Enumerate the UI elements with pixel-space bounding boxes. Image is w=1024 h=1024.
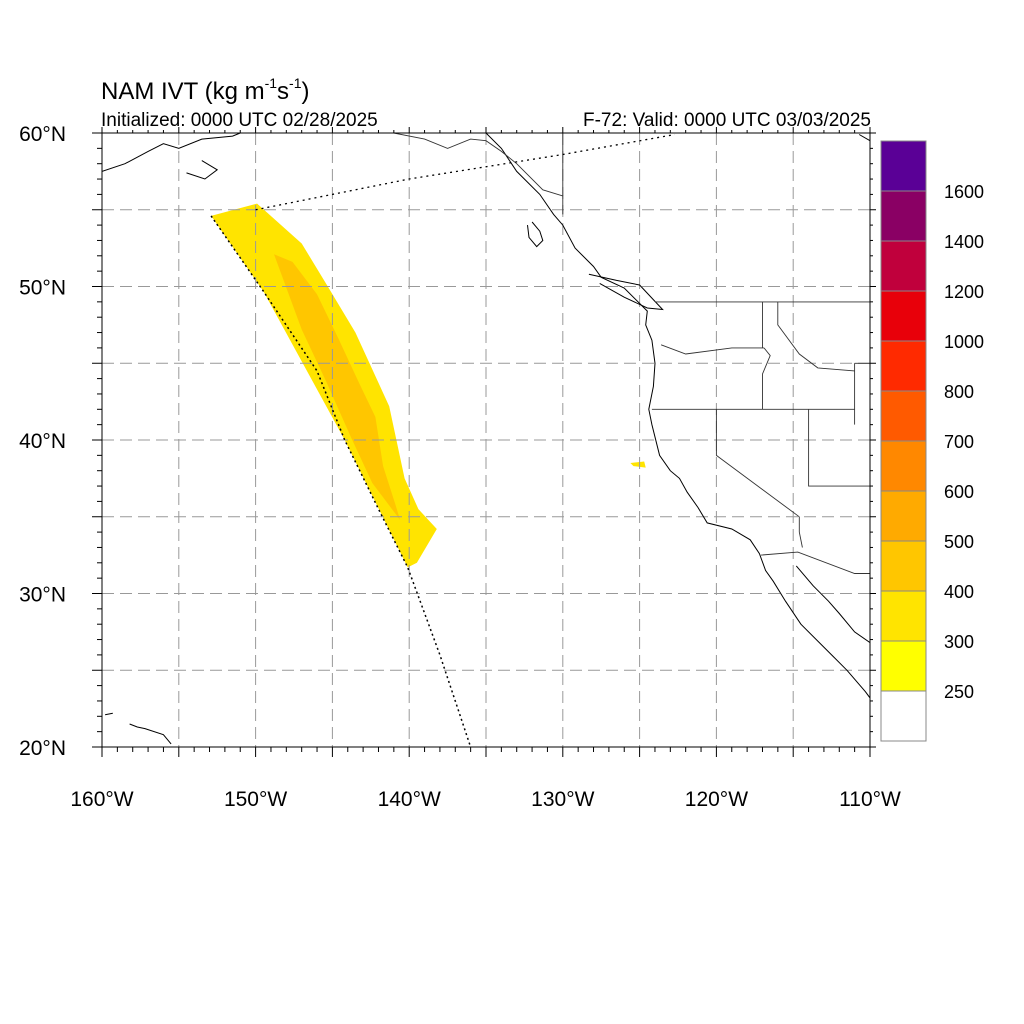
- lon-tick-label: 130°W: [531, 788, 594, 811]
- colorbar-label: 600: [944, 482, 974, 502]
- axis-labels: 160°W 150°W 140°W 130°W 120°W 110°W 60°N 50°N 40…: [19, 123, 901, 811]
- colorbar-swatch: [880, 240, 927, 292]
- coastline-gulf: [795, 565, 870, 644]
- colorbar-label: 1000: [944, 332, 984, 352]
- title-exponent-2: -1: [289, 75, 302, 91]
- colorbar-label: 1200: [944, 282, 984, 302]
- colorbar-label: 800: [944, 382, 974, 402]
- state-boundary: [777, 301, 855, 372]
- colorbar-label: 300: [944, 632, 974, 652]
- coastline-hawaii: [104, 712, 113, 716]
- colorbar-swatch: [880, 440, 927, 492]
- colorbar-swatch: [880, 290, 927, 342]
- lat-tick-label: 60°N: [19, 123, 66, 146]
- lon-tick-label: 110°W: [839, 788, 901, 811]
- colorbar-label: 1400: [944, 232, 984, 252]
- colorbar-swatch: [880, 340, 927, 392]
- colorbar-swatch: [880, 390, 927, 442]
- lat-tick-label: 30°N: [19, 584, 66, 607]
- coastline-kodiak: [186, 160, 219, 180]
- map-outlines: [102, 133, 870, 747]
- lat-tick-label: 40°N: [19, 430, 66, 453]
- colorbar-label: 250: [944, 682, 974, 702]
- coastline-ne: [858, 134, 870, 142]
- domain-edge-dotted: [255, 133, 676, 211]
- lon-tick-label: 120°W: [685, 788, 748, 811]
- lat-tick-label: 50°N: [19, 277, 66, 300]
- coastline-bc: [527, 221, 544, 248]
- coastline-hawaii2: [129, 723, 172, 745]
- state-boundary: [715, 409, 800, 518]
- colorbar-swatch: [880, 140, 927, 192]
- state-boundary: [798, 516, 803, 548]
- state-boundary: [808, 409, 870, 487]
- coastline-vi: [588, 273, 664, 311]
- ivt-plume-outer: [211, 203, 437, 568]
- axis-ticks: [92, 127, 876, 757]
- colorbar-label: 500: [944, 532, 974, 552]
- ivt-fill-layer: [211, 203, 646, 568]
- colorbar-swatch: [880, 640, 927, 692]
- lon-tick-label: 160°W: [70, 788, 133, 811]
- colorbar: 1600 1400 1200 1000 800 700 600 500 400 300 250: [880, 140, 984, 742]
- map-title: NAM IVT (kg m-1s-1): [101, 70, 309, 107]
- plume-edge-dotted: [210, 215, 472, 747]
- title-prefix: NAM IVT (kg m: [101, 78, 265, 105]
- coastline-ak: [102, 133, 241, 172]
- coastline: [485, 133, 870, 699]
- colorbar-swatch: [880, 490, 927, 542]
- colorbar-swatch: [880, 190, 927, 242]
- state-boundary: [393, 133, 564, 215]
- lat-tick-label: 20°N: [19, 737, 66, 760]
- colorbar-swatch: [880, 590, 927, 642]
- state-boundary: [762, 347, 771, 410]
- colorbar-swatch: [880, 540, 927, 592]
- title-suffix: ): [301, 78, 310, 105]
- ivt-blob: [630, 461, 646, 468]
- initialized-label: Initialized: 0000 UTC 02/28/2025: [101, 110, 378, 131]
- colorbar-swatch: [880, 690, 927, 742]
- state-boundary: [660, 344, 764, 355]
- ivt-plume-inner: [274, 254, 400, 520]
- state-boundary: [760, 551, 870, 574]
- colorbar-label: 1600: [944, 182, 984, 202]
- colorbar-label: 400: [944, 582, 974, 602]
- title-mid: s: [277, 78, 290, 105]
- colorbar-label: 700: [944, 432, 974, 452]
- lon-tick-label: 140°W: [378, 788, 441, 811]
- valid-time-label: F-72: Valid: 0000 UTC 03/03/2025: [583, 110, 871, 131]
- title-exponent-1: -1: [264, 75, 278, 91]
- lon-tick-label: 150°W: [224, 788, 287, 811]
